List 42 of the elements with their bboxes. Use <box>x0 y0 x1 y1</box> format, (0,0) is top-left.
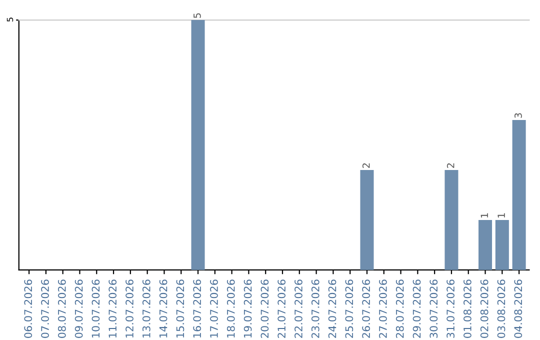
x-tick-label: 06.07.2026 <box>24 280 32 338</box>
bar <box>360 170 374 270</box>
x-tick-label: 04.08.2026 <box>514 280 522 338</box>
x-tick-label: 28.07.2026 <box>396 280 404 338</box>
x-tick-label: 30.07.2026 <box>430 280 438 338</box>
x-tick-label: 22.07.2026 <box>294 280 302 338</box>
x-tick-label: 21.07.2026 <box>278 280 286 338</box>
x-tick-label: 20.07.2026 <box>260 280 269 338</box>
data-label: 3 <box>514 113 522 118</box>
x-tick-label: 26.07.2026 <box>362 280 370 338</box>
bar <box>478 220 492 270</box>
data-label: 2 <box>362 163 370 168</box>
x-tick-label: 02.08.2026 <box>480 280 488 338</box>
data-label: 2 <box>446 163 454 168</box>
x-tick-label: 15.07.2026 <box>176 280 184 338</box>
x-tick-label: 07.07.2026 <box>41 280 49 338</box>
x-tick-label: 09.07.2026 <box>74 280 83 338</box>
x-tick-label: 24.07.2026 <box>328 280 336 338</box>
x-tick-label: 14.07.2026 <box>159 280 168 338</box>
x-tick-label: 03.08.2026 <box>497 280 506 338</box>
bar <box>512 120 526 270</box>
x-tick-label: 16.07.2026 <box>193 280 202 338</box>
bar <box>444 170 458 270</box>
data-label: 1 <box>498 213 505 218</box>
data-label: 5 <box>194 13 201 18</box>
bar <box>495 220 509 270</box>
x-tick-label: 31.07.2026 <box>446 280 454 338</box>
x-tick-label: 19.07.2026 <box>244 280 252 338</box>
x-tick-label: 01.08.2026 <box>464 280 472 338</box>
x-tick-label: 25.07.2026 <box>345 280 354 338</box>
data-label: 1 <box>480 213 488 218</box>
x-tick-label: 18.07.2026 <box>226 280 235 338</box>
x-tick-label: 11.07.2026 <box>108 280 117 338</box>
x-tick-label: 08.07.2026 <box>58 280 66 338</box>
x-tick-label: 29.07.2026 <box>412 280 421 338</box>
x-tick-label: 27.07.2026 <box>379 280 387 338</box>
x-tick-label: 10.07.2026 <box>92 280 100 338</box>
bar <box>191 20 205 270</box>
x-tick-label: 13.07.2026 <box>142 280 150 338</box>
x-tick-label: 23.07.2026 <box>311 280 320 338</box>
x-tick-label: 12.07.2026 <box>126 280 134 338</box>
x-tick-label: 17.07.2026 <box>210 280 218 338</box>
